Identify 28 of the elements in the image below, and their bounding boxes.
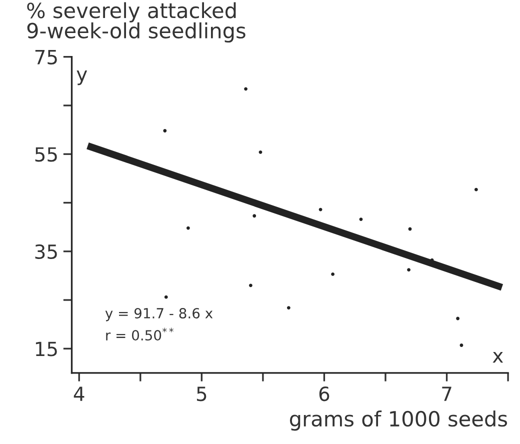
point — [359, 218, 363, 221]
point — [186, 226, 190, 230]
x-tick-label: 7 — [442, 386, 452, 401]
annotation: r = 0.50$^{**}$ — [106, 328, 174, 341]
point — [460, 344, 464, 347]
y-axis-title: % severely attacked 9-week-old seedlings — [27, 2, 246, 43]
x-tick-label: 4 — [74, 386, 84, 401]
point — [474, 188, 478, 192]
y-tick-label: 75 — [35, 50, 57, 64]
x-tick-label: 6 — [319, 386, 330, 402]
y-tick-label: 35 — [35, 244, 57, 260]
annotation: y — [76, 70, 88, 86]
point — [164, 295, 168, 299]
point — [252, 214, 256, 218]
point — [163, 129, 167, 132]
y-tick-label: 55 — [35, 147, 57, 162]
annotation: y = 91.7 - 8.6 x — [105, 308, 213, 322]
point — [331, 272, 334, 276]
x-axis-title: grams of 1000 seeds — [290, 410, 508, 431]
point — [244, 87, 248, 91]
point — [407, 268, 410, 272]
point — [258, 150, 262, 154]
point — [286, 306, 290, 310]
point — [248, 284, 252, 288]
x-tick-label: 5 — [196, 386, 206, 402]
point — [456, 316, 460, 320]
annotation: x — [492, 352, 504, 363]
y-tick-label: 15 — [36, 342, 57, 356]
